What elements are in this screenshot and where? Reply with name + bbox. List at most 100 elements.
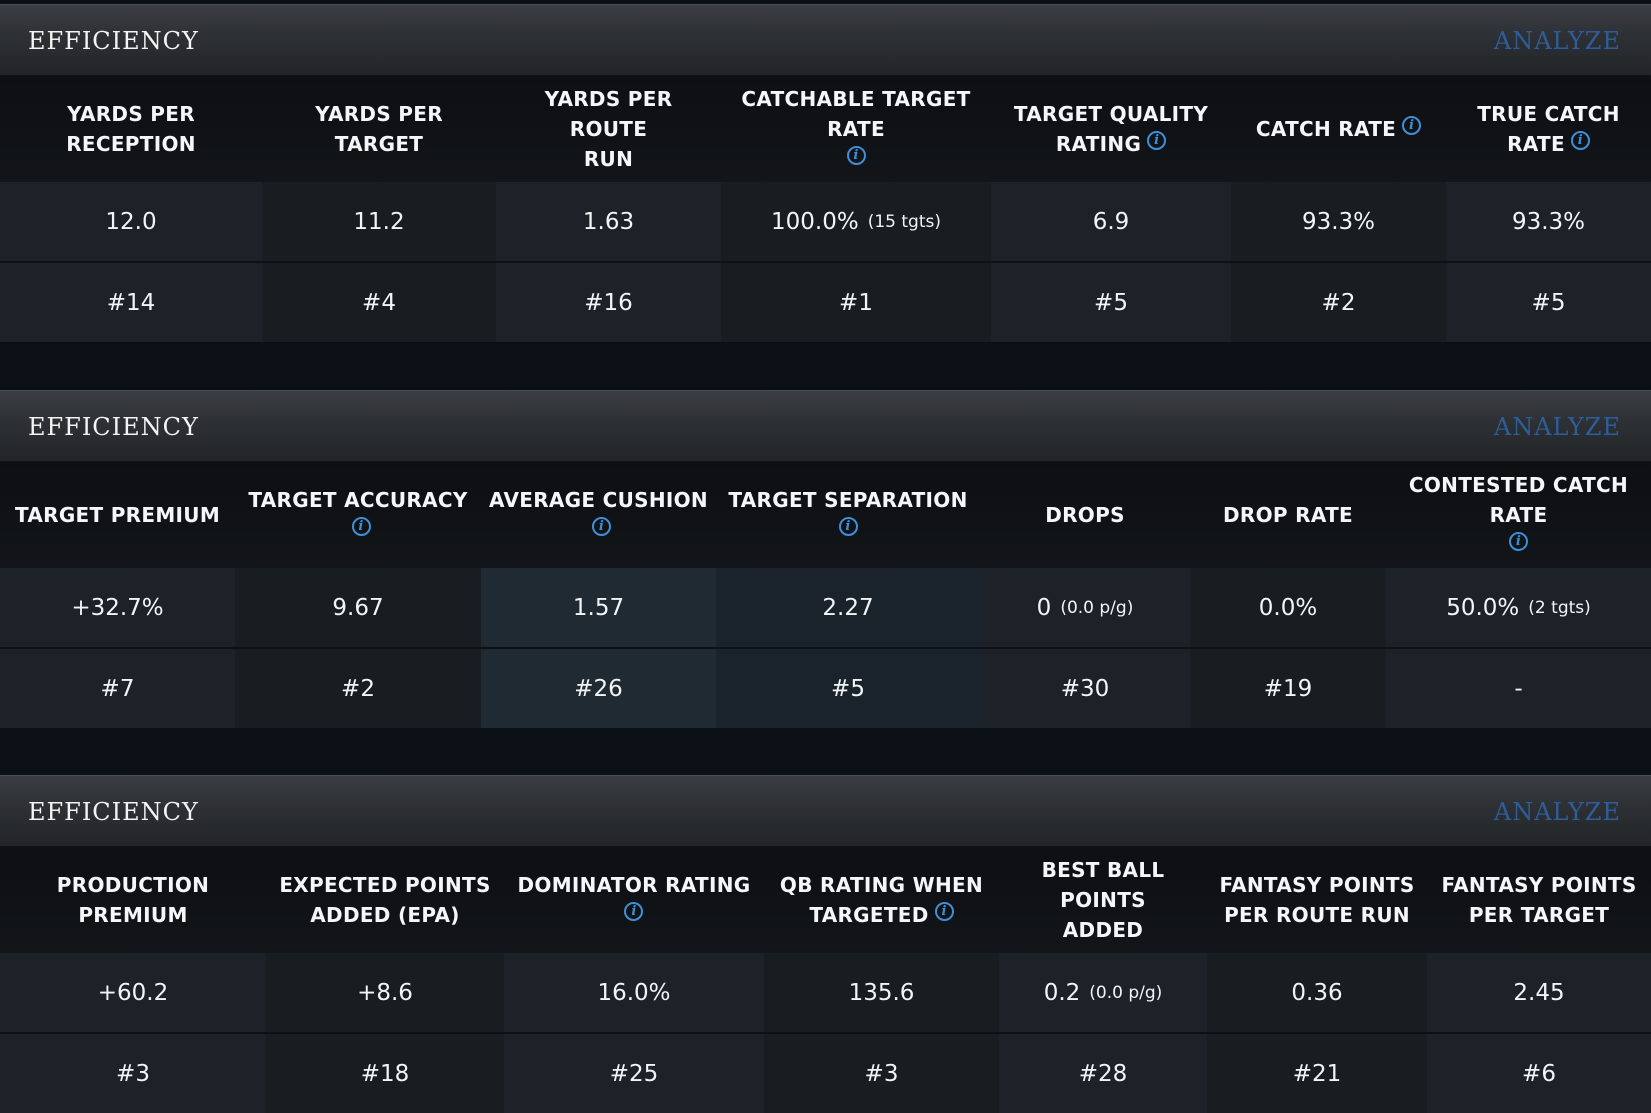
column-header-label: EXPECTED POINTS ADDED (EPA) [279,870,490,930]
stat-rank: #3 [864,1060,899,1087]
stat-value-target-premium: +32.7% [0,568,235,647]
header-text: RATING [1055,132,1142,156]
stat-value: +32.7% [71,594,164,621]
stat-value: 2.45 [1513,979,1565,1006]
column-header-label: YARDS PER TARGET [270,99,488,159]
stat-value-target-separation: 2.27 [716,568,980,647]
info-icon[interactable]: i [624,902,644,921]
header-line: RATING i [1014,129,1208,159]
stat-value: 11.2 [353,208,405,235]
stat-value-target-accuracy: 9.67 [235,568,481,647]
panel-title: EFFICIENCY [28,27,199,55]
stat-rank-true-catch-rate: #5 [1446,263,1651,342]
stat-rank: #5 [831,675,865,702]
column-header-label: BEST BALL POINTS ADDED [1007,855,1199,945]
info-icon[interactable]: i [1509,532,1528,551]
info-icon[interactable]: i [592,517,611,536]
stat-header-row: TARGET PREMIUM TARGET ACCURACYi AVERAGE CU… [0,462,1651,568]
header-text: CONTESTED CATCH RATE [1408,473,1629,527]
column-header-label: YARDS PER RECEPTION [8,99,254,159]
info-icon[interactable]: i [351,517,371,536]
column-header-label: TARGET QUALITY RATING i [1014,99,1208,159]
column-header-fantasy-points-per-route-run: FANTASY POINTS PER ROUTE RUN [1207,847,1427,953]
column-header-label: TRUE CATCH RATE i [1454,99,1643,159]
column-header-drops: DROPS [980,462,1190,568]
header-line: TARGET QUALITY [1013,102,1209,126]
stat-rank-expected-points-added-epa: #18 [266,1034,504,1113]
stat-value: 0.36 [1291,979,1343,1006]
column-header-true-catch-rate: TRUE CATCH RATE i [1446,76,1651,182]
stat-value-row: +60.2 +8.6 16.0% 135.6 0.2 (0.0 p/g) 0.36 2.45 [0,953,1651,1032]
header-line: TARGET SEPARATION [728,485,967,515]
stat-value-catch-rate: 93.3% [1231,182,1446,261]
header-line: BEST BALL POINTS [1041,858,1165,912]
column-header-label: TARGET ACCURACY i [243,485,473,545]
header-line: AVERAGE CUSHION i [489,485,708,545]
info-icon[interactable]: i [1147,131,1167,150]
info-icon[interactable]: i [838,517,858,536]
stat-rank: #7 [100,675,135,702]
stat-value: 0 [1036,594,1052,621]
efficiency-panel: EFFICIENCY ANALYZE YARDS PER RECEPTION YARD… [0,4,1651,342]
stat-rank-target-quality-rating: #5 [991,263,1231,342]
header-line: i [729,144,983,174]
column-header-label: FANTASY POINTS PER TARGET [1441,870,1636,930]
stat-rank: #2 [341,675,375,702]
stat-value-yards-per-reception: 12.0 [0,182,262,261]
stat-rank: #5 [1531,289,1566,316]
stat-value: 9.67 [332,594,384,621]
stat-value-fantasy-points-per-route-run: 0.36 [1207,953,1427,1032]
stat-value: 6.9 [1092,208,1130,235]
stat-rank-best-ball-points-added: #28 [999,1034,1207,1113]
column-header-target-accuracy: TARGET ACCURACY i [235,462,481,568]
stat-value-target-quality-rating: 6.9 [991,182,1231,261]
stat-rank: #28 [1078,1060,1128,1087]
header-line: CATCHABLE TARGET RATE [729,84,983,144]
stat-rank: #2 [1321,289,1356,316]
stat-value: 93.3% [1301,208,1376,235]
column-header-target-premium: TARGET PREMIUM [0,462,235,568]
column-header-contested-catch-rate: CONTESTED CATCH RATE i [1386,462,1651,568]
header-line: TARGETED i [780,900,983,930]
column-header-yards-per-route-run: YARDS PER ROUTE RUN [496,76,721,182]
header-text: CATCHABLE TARGET RATE [741,87,971,141]
column-header-fantasy-points-per-target: FANTASY POINTS PER TARGET [1427,847,1651,953]
stat-header-row: YARDS PER RECEPTION YARDS PER TARGET YARDS… [0,76,1651,182]
info-icon[interactable]: i [934,902,954,921]
info-icon[interactable]: i [846,146,866,165]
analyze-button[interactable]: ANALYZE [1493,27,1621,55]
stat-value: 50.0% [1446,594,1520,621]
column-header-qb-rating-when-targeted: QB RATING WHEN TARGETED i [764,847,999,953]
column-header-production-premium: PRODUCTION PREMIUM [0,847,266,953]
header-text: TRUE CATCH RATE [1477,102,1620,156]
header-line: PER ROUTE RUN [1224,903,1410,927]
stat-rank-contested-catch-rate: - [1386,649,1651,728]
stat-value-dominator-rating: 16.0% [504,953,764,1032]
stat-rank: #19 [1263,675,1313,702]
column-header-label: YARDS PER ROUTE RUN [504,84,713,174]
header-line: PER TARGET [1468,903,1610,927]
stat-rank: #6 [1522,1060,1556,1087]
stat-value: 0.0% [1258,594,1318,621]
stat-rank: - [1514,675,1523,702]
header-line: TARGET ACCURACY i [243,485,473,545]
column-header-label: DOMINATOR RATING i [518,870,751,930]
analyze-button[interactable]: ANALYZE [1493,413,1621,441]
column-header-best-ball-points-added: BEST BALL POINTS ADDED [999,847,1207,953]
stat-value: 0.2 [1043,979,1081,1006]
stat-rank-drops: #30 [980,649,1190,728]
info-icon[interactable]: i [1402,116,1422,135]
stat-rank-fantasy-points-per-route-run: #21 [1207,1034,1427,1113]
column-header-target-separation: TARGET SEPARATION i [716,462,980,568]
header-line: i [728,515,967,545]
panel-header: EFFICIENCY ANALYZE [0,4,1651,76]
info-icon[interactable]: i [1570,131,1590,150]
column-header-label: QB RATING WHEN TARGETED i [780,870,983,930]
analyze-button[interactable]: ANALYZE [1493,798,1621,826]
stat-rank-fantasy-points-per-target: #6 [1427,1034,1651,1113]
header-line: QB RATING WHEN [779,873,984,897]
header-line: FANTASY POINTS [1219,873,1415,897]
stat-value: 1.57 [572,594,625,621]
header-line: EXPECTED POINTS [279,873,491,897]
stat-sub-value: (2 tgts) [1528,597,1591,618]
